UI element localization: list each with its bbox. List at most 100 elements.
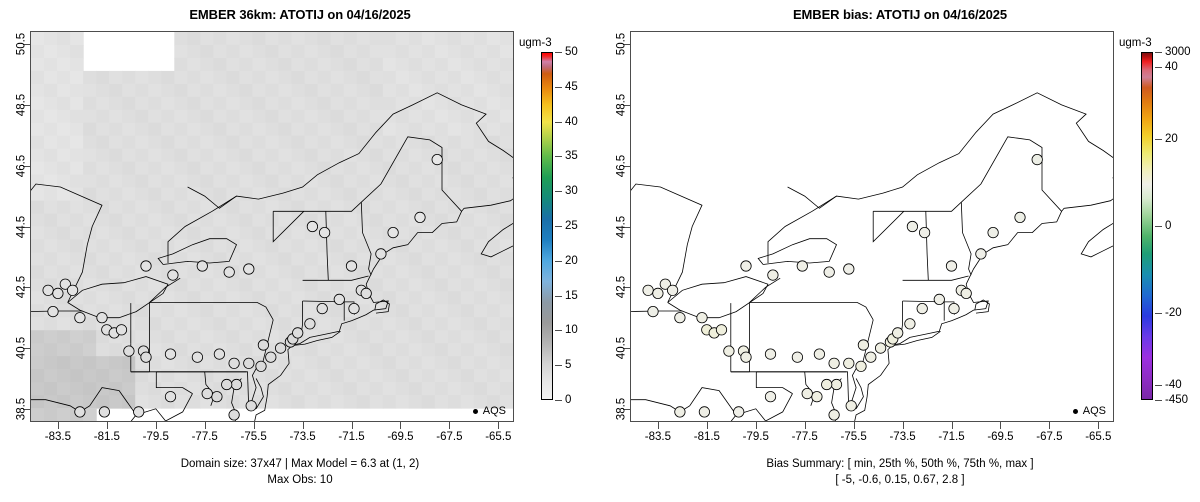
aqs-monitor-points[interactable]: [42, 154, 443, 421]
aqs-monitor-point[interactable]: [74, 406, 86, 418]
aqs-monitor-point[interactable]: [916, 302, 928, 315]
aqs-monitor-point[interactable]: [213, 348, 225, 360]
aqs-monitor-point[interactable]: [828, 409, 840, 421]
aqs-monitor-point[interactable]: [945, 260, 958, 272]
aqs-monitor-point[interactable]: [811, 391, 823, 403]
aqs-monitor-point[interactable]: [821, 378, 833, 391]
aqs-monitor-point[interactable]: [791, 351, 803, 363]
aqs-monitor-point[interactable]: [843, 357, 855, 369]
aqs-monitor-point[interactable]: [223, 266, 235, 278]
aqs-monitor-point[interactable]: [431, 154, 443, 166]
x-tick-label: -73.5: [889, 431, 916, 443]
aqs-monitor-point[interactable]: [164, 391, 177, 403]
aqs-monitor-point[interactable]: [875, 342, 887, 354]
aqs-monitor-point[interactable]: [740, 260, 752, 272]
aqs-monitor-point[interactable]: [1031, 154, 1043, 166]
aqs-monitor-point[interactable]: [123, 345, 135, 357]
aqs-monitor-point[interactable]: [642, 284, 654, 296]
aqs-monitor-point[interactable]: [243, 357, 255, 369]
aqs-monitor-point[interactable]: [265, 351, 277, 363]
aqs-monitor-point[interactable]: [975, 248, 987, 260]
aqs-monitor-point[interactable]: [723, 345, 735, 357]
aqs-monitor-point[interactable]: [221, 378, 233, 391]
aqs-monitor-point[interactable]: [133, 406, 145, 418]
aqs-monitor-point[interactable]: [115, 324, 128, 336]
aqs-monitor-point[interactable]: [316, 302, 328, 315]
aqs-monitor-point[interactable]: [230, 378, 243, 391]
aqs-monitor-point[interactable]: [96, 312, 108, 324]
aqs-monitor-point[interactable]: [764, 391, 777, 403]
aqs-monitor-point[interactable]: [59, 278, 71, 290]
aqs-monitor-point[interactable]: [987, 227, 999, 239]
map-plot-model[interactable]: AQS: [30, 31, 514, 422]
aqs-monitor-point[interactable]: [345, 260, 358, 272]
aqs-monitor-point[interactable]: [414, 211, 426, 223]
aqs-monitor-point[interactable]: [698, 406, 711, 418]
map-plot-bias[interactable]: AQS: [630, 31, 1114, 422]
aqs-monitor-point[interactable]: [243, 263, 255, 275]
aqs-monitor-point[interactable]: [843, 263, 855, 275]
aqs-monitor-point[interactable]: [857, 339, 869, 351]
aqs-monitor-point[interactable]: [360, 287, 372, 299]
aqs-monitor-point[interactable]: [98, 406, 111, 418]
aqs-monitor-point[interactable]: [892, 327, 904, 339]
aqs-monitor-point[interactable]: [906, 220, 918, 233]
aqs-monitor-point[interactable]: [47, 305, 59, 318]
aqs-monitor-point[interactable]: [904, 318, 916, 330]
aqs-monitor-point[interactable]: [257, 339, 269, 351]
aqs-monitor-point[interactable]: [767, 269, 779, 281]
aqs-monitor-point[interactable]: [167, 269, 179, 281]
aqs-monitor-point[interactable]: [733, 406, 745, 418]
aqs-monitor-point[interactable]: [865, 351, 877, 363]
aqs-monitor-point[interactable]: [348, 302, 360, 315]
aqs-monitor-point[interactable]: [830, 378, 843, 391]
aqs-monitor-point[interactable]: [715, 324, 728, 336]
aqs-monitor-point[interactable]: [245, 400, 257, 412]
aqs-monitor-point[interactable]: [666, 284, 679, 296]
aqs-monitor-point[interactable]: [228, 357, 240, 369]
aqs-monitor-point[interactable]: [855, 360, 867, 372]
aqs-monitor-point[interactable]: [674, 406, 686, 418]
aqs-monitor-point[interactable]: [140, 351, 152, 363]
aqs-monitor-point[interactable]: [318, 227, 331, 239]
aqs-monitor-point[interactable]: [813, 348, 825, 360]
aqs-monitor-point[interactable]: [304, 318, 316, 330]
aqs-monitor-point[interactable]: [196, 260, 208, 272]
aqs-monitor-point[interactable]: [740, 351, 752, 363]
aqs-monitor-point[interactable]: [306, 220, 318, 233]
aqs-monitor-point[interactable]: [659, 278, 671, 290]
aqs-monitor-point[interactable]: [74, 312, 86, 324]
aqs-monitor-point[interactable]: [255, 360, 267, 372]
aqs-monitor-points[interactable]: [642, 154, 1043, 421]
aqs-monitor-point[interactable]: [292, 327, 304, 339]
aqs-monitor-point[interactable]: [796, 260, 808, 272]
aqs-monitor-point[interactable]: [164, 348, 177, 360]
aqs-monitor-point[interactable]: [647, 305, 659, 318]
aqs-monitor-point[interactable]: [696, 312, 708, 324]
aqs-monitor-point[interactable]: [375, 248, 387, 260]
aqs-monitor-point[interactable]: [140, 260, 152, 272]
aqs-monitor-point[interactable]: [42, 284, 54, 296]
aqs-monitor-point[interactable]: [66, 284, 79, 296]
aqs-monitor-point[interactable]: [1014, 211, 1026, 223]
aqs-monitor-point[interactable]: [845, 400, 857, 412]
aqs-monitor-point[interactable]: [948, 302, 960, 315]
aqs-monitor-point[interactable]: [674, 312, 686, 324]
aqs-monitor-point[interactable]: [801, 387, 813, 400]
aqs-monitor-point[interactable]: [211, 391, 223, 403]
aqs-monitor-point[interactable]: [652, 287, 664, 299]
aqs-monitor-point[interactable]: [275, 342, 287, 354]
aqs-monitor-point[interactable]: [387, 227, 399, 239]
aqs-monitor-point[interactable]: [333, 293, 345, 305]
aqs-monitor-point[interactable]: [960, 287, 972, 299]
aqs-monitor-point[interactable]: [52, 287, 64, 299]
aqs-monitor-point[interactable]: [933, 293, 945, 305]
aqs-monitor-point[interactable]: [823, 266, 835, 278]
aqs-monitor-point[interactable]: [828, 357, 840, 369]
aqs-monitor-point[interactable]: [764, 348, 777, 360]
aqs-monitor-point[interactable]: [191, 351, 203, 363]
aqs-monitor-point[interactable]: [201, 387, 213, 400]
aqs-monitor-point[interactable]: [918, 227, 931, 239]
colorbar-tick: [555, 226, 562, 227]
aqs-monitor-point[interactable]: [228, 409, 240, 421]
